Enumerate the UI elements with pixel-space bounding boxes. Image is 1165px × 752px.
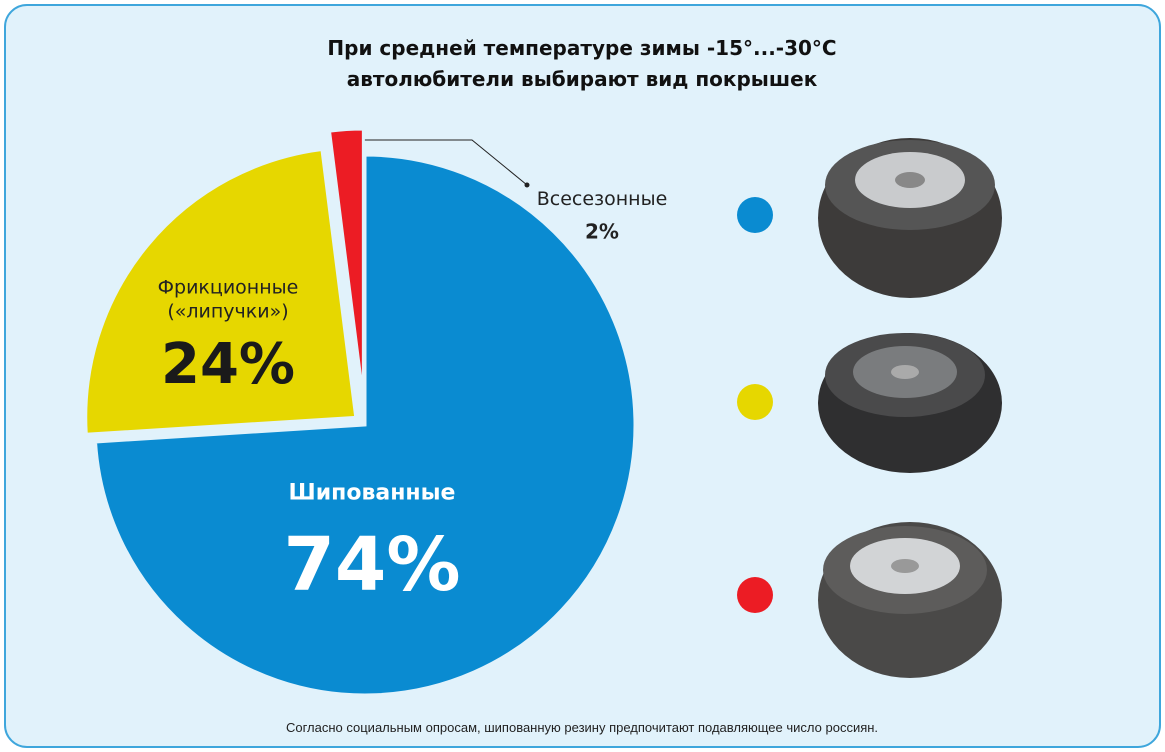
chart-title: автолюбители выбирают вид покрышек — [347, 67, 818, 91]
caption: Согласно социальным опросам, шипованную … — [286, 720, 878, 735]
legend-marker — [737, 197, 773, 233]
legend-marker — [737, 384, 773, 420]
tire-image — [818, 333, 1002, 473]
tire-images — [818, 138, 1002, 678]
tire-image — [818, 522, 1002, 678]
slice-label: Всесезонные — [537, 188, 668, 212]
slice-label: Шипованные — [289, 479, 456, 507]
tire-image — [818, 138, 1002, 298]
legend-marker — [737, 577, 773, 613]
leader-dot — [525, 183, 530, 188]
chart-title: При средней температуре зимы -15°...-30°… — [327, 36, 836, 60]
infographic: При средней температуре зимы -15°...-30°… — [0, 0, 1165, 752]
value-label: 74% — [283, 519, 460, 612]
value-label: 2% — [585, 220, 619, 245]
value-label: 24% — [161, 330, 295, 400]
slice-label: Фрикционные («липучки») — [153, 276, 303, 324]
